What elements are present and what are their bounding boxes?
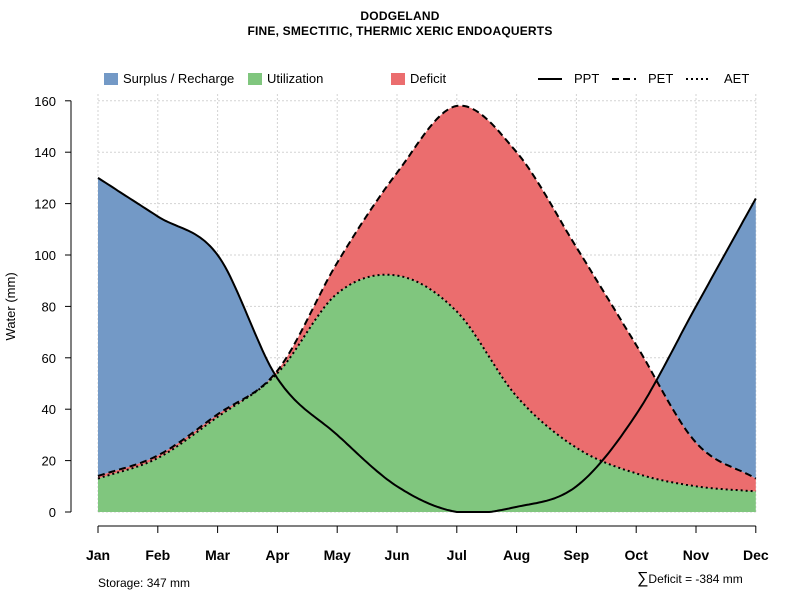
legend-label-aet: AET <box>724 71 750 86</box>
legend-label-ppt: PPT <box>574 71 600 86</box>
axis-layer: 0 20 40 60 80 100 120 140 160 Jan Feb Mar Apr May Jun J… <box>3 94 769 563</box>
y-tick-label: 140 <box>34 145 56 160</box>
x-tick-label: Jul <box>447 547 467 563</box>
y-tick-label: 0 <box>49 505 56 520</box>
y-tick-label: 160 <box>34 94 56 109</box>
legend-label-pet: PET <box>648 71 674 86</box>
utilization-area <box>98 274 756 512</box>
legend-label-surplus: Surplus / Recharge <box>123 71 235 86</box>
y-tick-label: 20 <box>42 454 56 469</box>
y-tick-label: 120 <box>34 197 56 212</box>
x-tick-label: Jun <box>385 547 410 563</box>
x-tick-label: Feb <box>145 547 170 563</box>
x-tick-label: Mar <box>205 547 230 563</box>
y-tick-label: 60 <box>42 351 56 366</box>
legend-label-utilization: Utilization <box>267 71 324 86</box>
x-tick-label: May <box>324 547 351 563</box>
chart-subtitle: FINE, SMECTITIC, THERMIC XERIC ENDOAQUER… <box>247 24 553 38</box>
x-tick-label: Aug <box>503 547 530 563</box>
x-tick-label: Nov <box>683 547 710 563</box>
line-layer <box>97 104 757 513</box>
sum-icon: ∑ <box>637 570 649 587</box>
legend-swatch-surplus <box>104 73 118 85</box>
deficit-area <box>98 105 756 492</box>
legend-label-deficit: Deficit <box>410 71 447 86</box>
deficit-annotation: ∑Deficit = -384 mm <box>637 570 743 588</box>
area-layer <box>98 105 756 512</box>
series-line-ppt <box>97 177 757 513</box>
x-tick-label: Sep <box>564 547 590 563</box>
y-tick-label: 40 <box>42 402 56 417</box>
legend-line-pet <box>612 78 636 80</box>
storage-annotation: Storage: 347 mm <box>98 576 191 590</box>
chart-title: DODGELAND <box>360 9 440 23</box>
legend-swatch-utilization <box>248 73 262 85</box>
y-axis-label: Water (mm) <box>3 272 18 340</box>
y-tick-label: 80 <box>42 299 56 314</box>
x-tick-label: Oct <box>625 547 649 563</box>
legend-swatch-deficit <box>391 73 405 85</box>
series-line-aet <box>97 273 756 493</box>
legend-line-aet <box>686 78 710 80</box>
deficit-annotation-text: Deficit = -384 mm <box>648 572 743 586</box>
x-tick-label: Apr <box>265 547 290 563</box>
y-tick-label: 100 <box>34 248 56 263</box>
series-line-pet <box>97 104 757 480</box>
legend-line-ppt <box>538 78 562 80</box>
x-tick-label: Jan <box>86 547 110 563</box>
x-tick-label: Dec <box>743 547 769 563</box>
